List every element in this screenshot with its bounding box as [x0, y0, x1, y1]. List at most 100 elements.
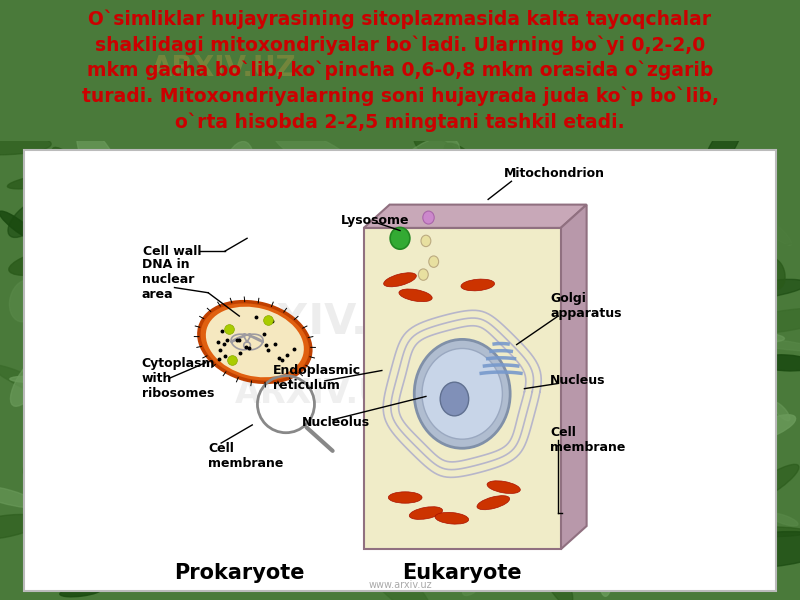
Ellipse shape	[206, 307, 304, 377]
Ellipse shape	[25, 362, 122, 397]
Ellipse shape	[270, 164, 399, 180]
Ellipse shape	[713, 301, 738, 326]
Ellipse shape	[541, 322, 604, 338]
Ellipse shape	[459, 202, 489, 241]
Ellipse shape	[705, 532, 800, 568]
Ellipse shape	[206, 199, 228, 240]
Ellipse shape	[703, 339, 729, 391]
Ellipse shape	[523, 249, 558, 276]
Ellipse shape	[487, 481, 520, 493]
Ellipse shape	[334, 385, 434, 429]
Ellipse shape	[399, 289, 432, 302]
Ellipse shape	[418, 365, 450, 382]
Ellipse shape	[250, 457, 386, 492]
Ellipse shape	[309, 205, 426, 222]
Ellipse shape	[766, 208, 800, 223]
Ellipse shape	[158, 329, 174, 350]
Ellipse shape	[648, 203, 674, 262]
Text: Mitochondrion: Mitochondrion	[504, 167, 605, 180]
Ellipse shape	[258, 310, 295, 320]
Polygon shape	[364, 228, 561, 550]
Ellipse shape	[220, 181, 292, 197]
Ellipse shape	[623, 265, 656, 298]
Ellipse shape	[86, 399, 192, 437]
Ellipse shape	[30, 215, 102, 227]
Ellipse shape	[272, 417, 388, 441]
Ellipse shape	[77, 127, 122, 194]
Ellipse shape	[547, 451, 658, 500]
Ellipse shape	[261, 462, 315, 499]
Ellipse shape	[10, 376, 54, 383]
Ellipse shape	[463, 353, 509, 376]
Ellipse shape	[187, 165, 260, 224]
Ellipse shape	[543, 526, 576, 548]
Ellipse shape	[393, 157, 498, 184]
Ellipse shape	[430, 389, 542, 421]
Ellipse shape	[602, 277, 662, 318]
Ellipse shape	[449, 466, 514, 529]
Ellipse shape	[215, 268, 311, 314]
Ellipse shape	[249, 145, 350, 182]
Ellipse shape	[318, 293, 406, 316]
Ellipse shape	[754, 213, 792, 245]
Ellipse shape	[186, 380, 210, 406]
Ellipse shape	[414, 340, 510, 448]
Ellipse shape	[572, 365, 662, 382]
Text: ARXIV.UZ: ARXIV.UZ	[213, 300, 432, 342]
Ellipse shape	[86, 219, 192, 273]
Ellipse shape	[10, 280, 41, 322]
Ellipse shape	[502, 152, 567, 195]
Ellipse shape	[426, 307, 525, 326]
Ellipse shape	[475, 243, 554, 311]
Ellipse shape	[182, 228, 249, 240]
Ellipse shape	[479, 518, 500, 554]
Ellipse shape	[749, 339, 800, 351]
Ellipse shape	[189, 427, 214, 456]
Ellipse shape	[242, 295, 338, 311]
Ellipse shape	[301, 152, 334, 173]
Ellipse shape	[599, 560, 612, 596]
Ellipse shape	[629, 495, 652, 521]
Ellipse shape	[274, 318, 310, 367]
Ellipse shape	[287, 450, 335, 485]
Ellipse shape	[606, 289, 708, 337]
Text: Lysosome: Lysosome	[340, 214, 409, 227]
Ellipse shape	[539, 211, 599, 263]
Ellipse shape	[199, 302, 311, 382]
Ellipse shape	[175, 211, 294, 245]
Ellipse shape	[458, 173, 499, 180]
Ellipse shape	[132, 341, 226, 366]
Ellipse shape	[116, 153, 209, 182]
Ellipse shape	[411, 373, 453, 425]
Ellipse shape	[462, 577, 483, 596]
Ellipse shape	[741, 464, 799, 505]
Text: Cell
membrane: Cell membrane	[550, 427, 626, 454]
Ellipse shape	[600, 453, 725, 497]
Ellipse shape	[542, 176, 614, 239]
Ellipse shape	[536, 547, 573, 600]
Text: Cytoplasm
with
ribosomes: Cytoplasm with ribosomes	[142, 357, 215, 400]
Ellipse shape	[197, 131, 250, 193]
Ellipse shape	[50, 193, 174, 241]
Ellipse shape	[632, 378, 710, 392]
Ellipse shape	[755, 355, 800, 371]
Ellipse shape	[52, 148, 111, 209]
Ellipse shape	[468, 280, 493, 309]
Ellipse shape	[414, 133, 472, 177]
Ellipse shape	[772, 132, 787, 154]
Ellipse shape	[200, 377, 237, 386]
Ellipse shape	[0, 365, 66, 401]
Ellipse shape	[222, 319, 239, 347]
Ellipse shape	[773, 402, 790, 421]
Ellipse shape	[716, 518, 746, 573]
Ellipse shape	[749, 236, 769, 263]
Ellipse shape	[116, 356, 175, 399]
Ellipse shape	[444, 143, 494, 194]
Ellipse shape	[351, 197, 454, 217]
Ellipse shape	[298, 181, 336, 200]
Ellipse shape	[597, 297, 674, 334]
Ellipse shape	[764, 258, 785, 289]
Ellipse shape	[130, 177, 147, 200]
Ellipse shape	[627, 208, 652, 235]
Ellipse shape	[23, 432, 82, 478]
